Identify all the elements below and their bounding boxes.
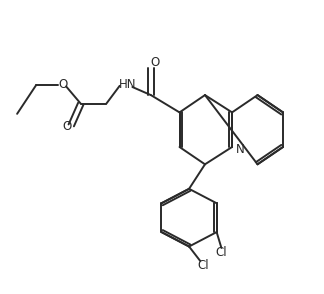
- Text: N: N: [236, 143, 244, 156]
- Text: Cl: Cl: [215, 246, 227, 259]
- Text: Cl: Cl: [198, 259, 209, 272]
- Text: O: O: [150, 56, 160, 69]
- Text: O: O: [58, 78, 67, 91]
- Text: O: O: [63, 120, 72, 133]
- Text: HN: HN: [119, 78, 136, 91]
